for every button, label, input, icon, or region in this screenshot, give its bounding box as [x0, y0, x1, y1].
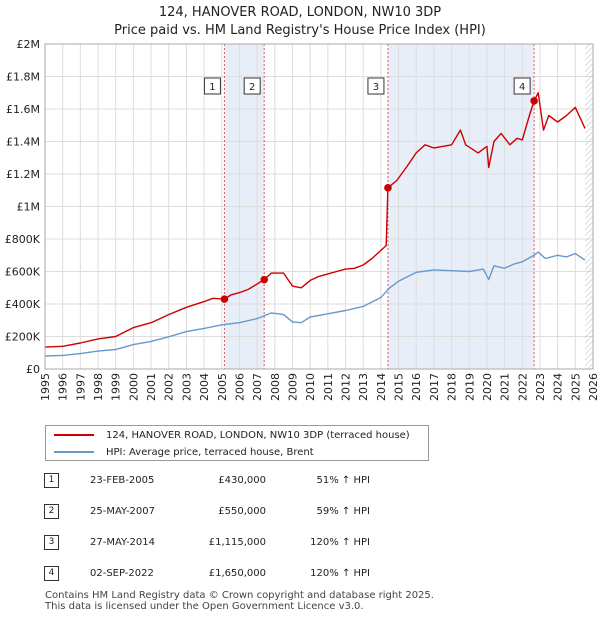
- sale-hpi-change: 59% ↑ HPI: [316, 506, 370, 517]
- sale-hpi-change: 120% ↑ HPI: [310, 537, 370, 548]
- y-tick-label: £1.4M: [6, 136, 40, 149]
- x-tick-label: 1995: [39, 373, 52, 401]
- x-tick-label: 2008: [269, 373, 282, 401]
- sale-price: £550,000: [218, 506, 266, 517]
- x-tick-label: 2019: [463, 373, 476, 401]
- sale-number-badge: 3: [44, 535, 59, 550]
- table-row: 1 23-FEB-2005 £430,000 51% ↑ HPI: [44, 473, 444, 491]
- sale-label-frame: [513, 77, 531, 95]
- sale-point: [384, 184, 392, 192]
- y-tick-label: £1.8M: [6, 71, 40, 84]
- legend-label-hpi: HPI: Average price, terraced house, Bren…: [106, 446, 314, 458]
- title-line-1: 124, HANOVER ROAD, LONDON, NW10 3DP: [158, 5, 442, 20]
- y-tick-label: £400K: [5, 298, 41, 311]
- chart-title: 124, HANOVER ROAD, LONDON, NW10 3DP Pric…: [0, 4, 600, 40]
- x-tick-label: 2007: [251, 373, 264, 401]
- sale-point: [260, 275, 269, 284]
- sale-number-badge: 2: [44, 504, 59, 519]
- x-tick-label: 2016: [410, 373, 423, 401]
- sale-date: 27-MAY-2014: [90, 537, 156, 548]
- x-tick-label: 2018: [446, 373, 459, 401]
- x-tick-label: 2003: [180, 373, 193, 401]
- title-line-2: Price paid vs. HM Land Registry's House …: [114, 23, 486, 38]
- sale-label-frame: [243, 77, 261, 95]
- legend-swatch-hpi: [54, 451, 94, 453]
- sale-label-box: 3: [367, 77, 385, 95]
- footer-line-2: This data is licensed under the Open Gov…: [45, 601, 364, 612]
- x-tick-label: 2004: [198, 373, 211, 401]
- x-tick-label: 2006: [233, 373, 246, 401]
- y-tick-label: £2M: [17, 38, 41, 51]
- y-tick-label: £600K: [5, 266, 41, 279]
- x-tick-label: 2014: [375, 373, 388, 401]
- legend-label-property: 124, HANOVER ROAD, LONDON, NW10 3DP (ter…: [106, 429, 410, 441]
- sale-number-badge: 1: [44, 473, 59, 488]
- x-tick-label: 1996: [57, 373, 70, 401]
- projection-hatch: [585, 44, 593, 369]
- x-tick-label: 2005: [216, 373, 229, 401]
- sale-label-box: 4: [513, 77, 531, 95]
- sale-date: 25-MAY-2007: [90, 506, 156, 517]
- sale-price: £430,000: [218, 475, 266, 486]
- x-tick-label: 2021: [499, 373, 512, 401]
- sale-label-text: 4: [519, 82, 525, 93]
- x-tick-label: 2012: [340, 373, 353, 401]
- sale-price: £1,650,000: [208, 568, 266, 579]
- x-tick-label: 2024: [552, 373, 565, 401]
- y-tick-label: £200K: [5, 331, 41, 344]
- sale-point: [220, 295, 229, 303]
- x-tick-label: 2023: [534, 373, 547, 401]
- x-tick-label: 2010: [304, 373, 317, 401]
- y-tick-label: £1M: [17, 201, 41, 214]
- table-row: 3 27-MAY-2014 £1,115,000 120% ↑ HPI: [44, 535, 444, 553]
- y-tick-label: £1.6M: [6, 103, 40, 116]
- price-chart: 1 2 3 4 £0 £200K £400K £600K £800K £1M £1.2M £1.4M…: [5, 38, 600, 401]
- x-tick-label: 1999: [110, 373, 123, 401]
- x-tick-label: 2020: [481, 373, 494, 401]
- x-tick-label: 2017: [428, 373, 441, 401]
- legend-item-property: 124, HANOVER ROAD, LONDON, NW10 3DP (ter…: [54, 427, 410, 443]
- y-tick-label: £0: [26, 363, 40, 376]
- x-tick-label: 2000: [127, 373, 140, 401]
- table-row: 2 25-MAY-2007 £550,000 59% ↑ HPI: [44, 504, 444, 522]
- legend-swatch-property: [54, 434, 94, 436]
- x-tick-label: 1997: [74, 373, 87, 401]
- x-tick-label: 1998: [92, 373, 105, 401]
- sale-label-text: 2: [249, 82, 255, 93]
- footer-line-1: Contains HM Land Registry data © Crown c…: [45, 590, 434, 601]
- chart-legend: 124, HANOVER ROAD, LONDON, NW10 3DP (ter…: [45, 425, 429, 461]
- property-price-line: [44, 92, 586, 348]
- y-tick-label: £1.2M: [6, 168, 40, 181]
- sale-date: 02-SEP-2022: [90, 568, 154, 579]
- sale-price: £1,115,000: [208, 537, 266, 548]
- hpi-line: [44, 251, 586, 357]
- sale-number-badge: 4: [44, 566, 59, 581]
- x-tick-label: 2015: [393, 373, 406, 401]
- x-tick-label: 2026: [587, 373, 600, 401]
- sale-label-box: 1: [203, 77, 221, 95]
- sale-label-text: 1: [209, 82, 215, 93]
- sale-label-box: 2: [243, 77, 261, 95]
- sale-label-frame: [367, 77, 385, 95]
- sale-hpi-change: 120% ↑ HPI: [310, 568, 370, 579]
- sale-label-frame: [203, 77, 221, 95]
- footer-notice: Contains HM Land Registry data © Crown c…: [45, 590, 434, 612]
- x-tick-label: 2011: [322, 373, 335, 401]
- sale-date: 23-FEB-2005: [90, 475, 155, 486]
- x-tick-label: 2002: [163, 373, 176, 401]
- x-tick-label: 2001: [145, 373, 158, 401]
- legend-item-hpi: HPI: Average price, terraced house, Bren…: [54, 444, 314, 460]
- x-tick-label: 2025: [569, 373, 582, 401]
- sale-hpi-change: 51% ↑ HPI: [316, 475, 370, 486]
- x-tick-label: 2013: [357, 373, 370, 401]
- x-tick-label: 2009: [286, 373, 299, 401]
- plot-frame: [44, 43, 594, 370]
- sale-label-text: 3: [373, 82, 379, 93]
- x-tick-label: 2022: [516, 373, 529, 401]
- sale-point: [530, 97, 538, 105]
- table-row: 4 02-SEP-2022 £1,650,000 120% ↑ HPI: [44, 566, 444, 584]
- y-tick-label: £800K: [5, 233, 41, 246]
